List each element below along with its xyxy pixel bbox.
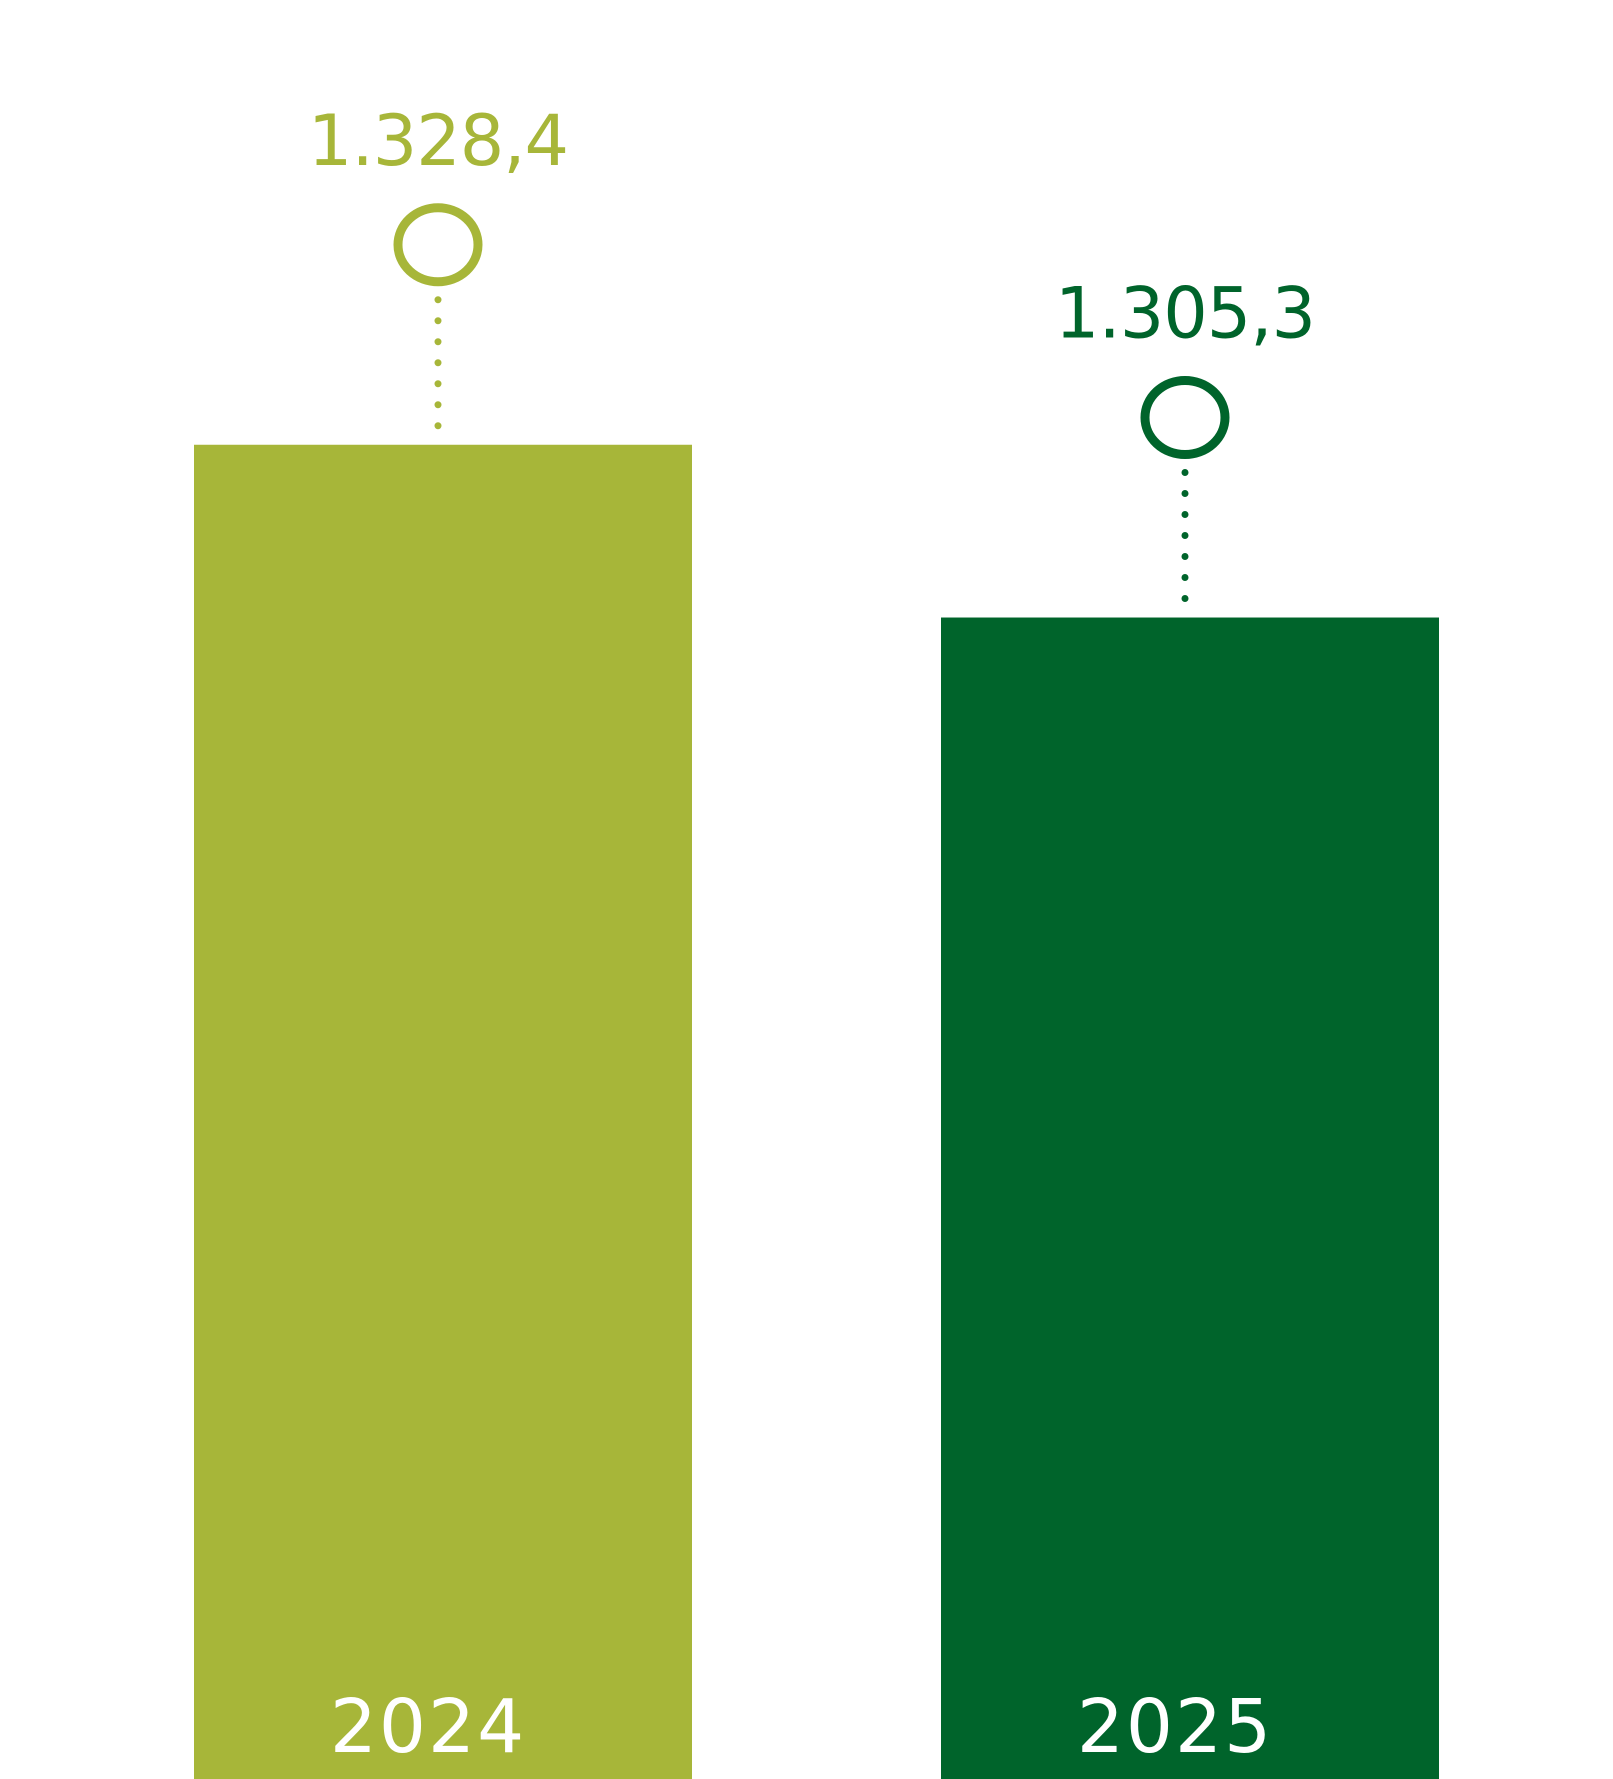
category-label-2025: 2025 (1077, 1684, 1273, 1770)
data-label-2024: 1.328,4 (308, 100, 568, 182)
data-label-2025: 1.305,3 (1055, 273, 1315, 355)
category-label-2024: 2024 (330, 1684, 526, 1770)
bar-2024 (194, 444, 692, 1779)
marker-circle-2024 (393, 203, 483, 287)
marker-circle-2025 (1140, 376, 1230, 460)
bars-layer: 1.328,4 2024 1.305,3 2025 (194, 100, 1439, 1779)
bar-2025 (941, 617, 1439, 1779)
